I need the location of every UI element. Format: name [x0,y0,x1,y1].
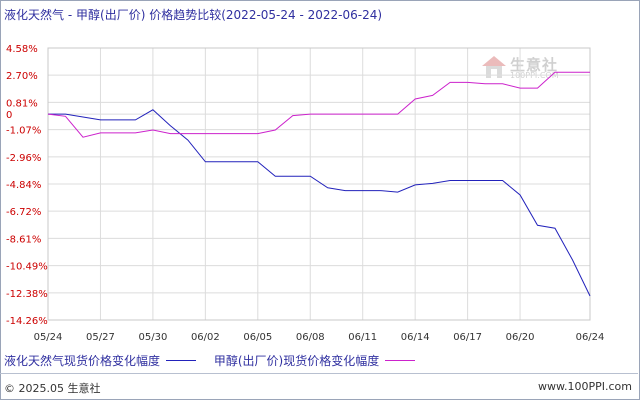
chart-legend: 液化天然气现货价格变化幅度 甲醇(出厂价)现货价格变化幅度 [4,352,429,369]
legend-swatch-series-b [385,360,416,361]
title-series-b: 甲醇(出厂价) [76,8,146,22]
y-tick-label: -8.61% [6,234,41,245]
x-tick-label: 06/14 [401,332,430,343]
x-tick-label: 06/02 [191,332,220,343]
footer-site-link[interactable]: www.100PPI.com [538,380,632,393]
legend-item-series-a: 液化天然气现货价格变化幅度 [4,352,197,369]
y-tick-label: -6.72% [6,207,41,218]
x-tick-label: 06/05 [243,332,272,343]
title-metric: 价格趋势比较 [149,8,222,22]
title-date-range: (2022-05-24 - 2022-06-24) [221,8,383,22]
series-line-methanol [47,71,590,138]
y-tick-label: 2.70% [6,71,38,82]
footer-copyright: © 2025.05 生意社 [4,382,101,395]
x-tick-label: 05/27 [86,332,115,343]
footer-divider [0,373,638,374]
series-line-lng [48,109,591,297]
title-series-a: 液化天然气 [4,8,65,22]
chart-title: 液化天然气 - 甲醇(出厂价) 价格趋势比较(2022-05-24 - 2022… [4,6,382,23]
legend-swatch-series-a [166,360,197,361]
plot-area [47,47,591,321]
legend-item-series-b: 甲醇(出厂价)现货价格变化幅度 [213,352,416,369]
x-tick-label: 06/20 [506,332,535,343]
y-tick-label: -14.26% [6,316,48,327]
x-tick-label: 05/24 [34,332,63,343]
legend-label-series-a: 液化天然气现货价格变化幅度 [4,354,161,368]
x-tick-label: 06/17 [453,332,482,343]
y-tick-label: 0 [6,110,12,121]
y-tick-label: -10.49% [6,262,48,273]
y-tick-label: 4.58% [6,44,38,55]
x-tick-label: 05/30 [138,332,167,343]
y-tick-label: -4.84% [6,180,41,191]
y-tick-label: 0.81% [6,98,38,109]
x-tick-label: 06/08 [296,332,325,343]
y-tick-label: -2.96% [6,153,41,164]
y-tick-label: -12.38% [6,289,48,300]
title-separator: - [67,8,73,22]
x-tick-label: 06/24 [576,332,605,343]
legend-label-series-b: 甲醇(出厂价)现货价格变化幅度 [213,354,380,368]
x-tick-label: 06/11 [348,332,377,343]
y-tick-label: -1.07% [6,126,41,137]
watermark-name: 生意社 [510,56,559,74]
